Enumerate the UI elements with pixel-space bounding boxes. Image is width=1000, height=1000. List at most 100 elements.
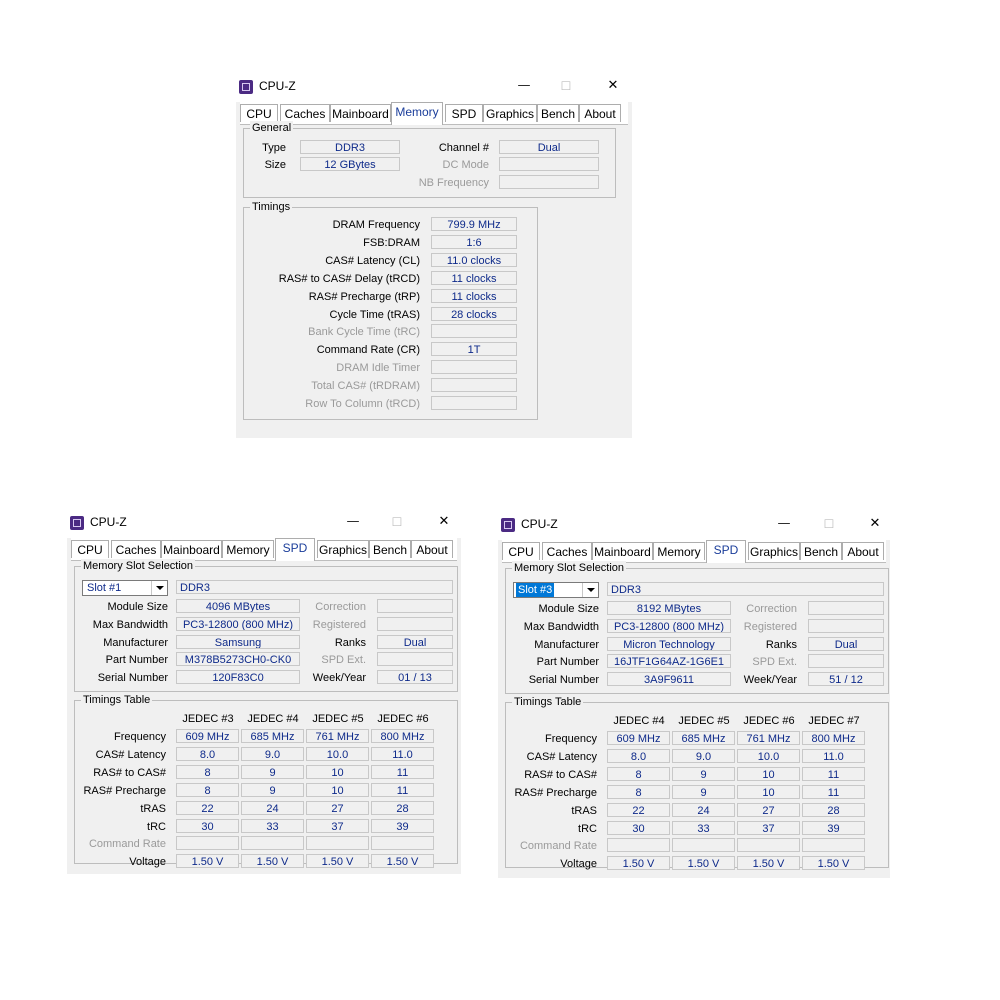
manufacturer-label: Manufacturer [103, 636, 168, 649]
window-title: CPU-Z [90, 515, 127, 529]
serial-number-value: 3A9F9611 [607, 672, 731, 687]
timing-value: 28 clocks [431, 306, 517, 321]
timing-value: 11 clocks [431, 270, 517, 285]
timing-cell: 30 [176, 818, 239, 833]
module-size-value: 8192 MBytes [607, 601, 731, 615]
group-title: Timings [250, 200, 293, 214]
tab-graphics[interactable]: Graphics [748, 542, 800, 560]
tab-cpu[interactable]: CPU [240, 104, 278, 122]
timing-cell: 609 MHz [176, 729, 239, 743]
timing-cell: 11.0 [371, 746, 434, 761]
timing-row-label: Voltage [129, 856, 166, 869]
minimize-icon[interactable]: — [517, 78, 531, 93]
nb-frequency-label: NB Frequency [418, 177, 489, 189]
timing-row-label: Frequency [114, 731, 166, 743]
serial-number-value: 120F83C0 [176, 670, 300, 685]
max-bandwidth-label: Max Bandwidth [523, 620, 599, 633]
timing-cell: 10 [737, 766, 800, 781]
timing-cell: 28 [371, 800, 434, 815]
tab-about[interactable]: About [842, 542, 884, 560]
timing-cell: 9 [672, 766, 735, 781]
tab-caches[interactable]: Caches [280, 104, 330, 122]
column-header: JEDEC #5 [678, 715, 730, 727]
tab-caches[interactable]: Caches [111, 540, 161, 558]
timing-value [431, 360, 517, 375]
tab-mainboard[interactable]: Mainboard [161, 540, 222, 558]
column-header: JEDEC #4 [247, 713, 299, 725]
week-year-label: Week/Year [743, 674, 797, 687]
timing-value: 799.9 MHz [431, 217, 517, 231]
slot-select[interactable]: Slot #3 [513, 582, 599, 598]
timing-label: RAS# to CAS# Delay (tRCD) [278, 272, 420, 285]
tab-memory[interactable]: Memory [391, 102, 443, 125]
minimize-icon[interactable]: — [346, 514, 360, 529]
window-title: CPU-Z [521, 517, 558, 531]
slot-type-value: DDR3 [607, 582, 884, 596]
correction-label: Correction [746, 603, 797, 615]
chevron-down-icon[interactable] [151, 581, 167, 595]
group-title: Memory Slot Selection [81, 559, 196, 573]
maximize-icon[interactable]: ☐ [823, 517, 835, 531]
slot-select[interactable]: Slot #1 [82, 580, 168, 596]
timing-cell: 1.50 V [306, 854, 369, 869]
title-bar[interactable]: CPU-Z — ☐ ✕ [67, 508, 461, 538]
tab-graphics[interactable]: Graphics [483, 104, 537, 122]
tab-memory[interactable]: Memory [222, 540, 274, 558]
manufacturer-value: Micron Technology [607, 636, 731, 651]
tab-cpu[interactable]: CPU [71, 540, 109, 558]
timing-cell: 9 [672, 784, 735, 799]
timing-cell: 1.50 V [737, 856, 800, 871]
tab-graphics[interactable]: Graphics [317, 540, 369, 558]
tab-spd[interactable]: SPD [706, 540, 746, 563]
maximize-icon[interactable]: ☐ [560, 79, 572, 93]
timing-value: 1:6 [431, 234, 517, 249]
channel-label: Channel # [438, 142, 489, 154]
tab-spd[interactable]: SPD [445, 104, 483, 122]
timing-cell: 39 [802, 820, 865, 835]
close-icon[interactable]: ✕ [607, 78, 619, 93]
column-header: JEDEC #7 [808, 715, 860, 727]
minimize-icon[interactable]: — [777, 516, 791, 531]
tab-about[interactable]: About [579, 104, 621, 122]
dc-mode-value [499, 157, 599, 171]
timing-cell: 1.50 V [607, 856, 670, 871]
timing-cell: 27 [737, 802, 800, 817]
timing-cell: 685 MHz [672, 731, 735, 745]
tab-memory[interactable]: Memory [653, 542, 705, 560]
timing-label: Bank Cycle Time (tRC) [308, 326, 420, 339]
cpuz-spd-window-slot1: CPU-Z — ☐ ✕ CPU Caches Mainboard Memory … [67, 508, 461, 874]
maximize-icon[interactable]: ☐ [391, 515, 403, 529]
manufacturer-label: Manufacturer [534, 638, 599, 651]
slot-select-value: Slot #1 [87, 582, 122, 594]
tab-mainboard[interactable]: Mainboard [330, 104, 391, 122]
tab-mainboard[interactable]: Mainboard [592, 542, 653, 560]
timing-cell: 11 [371, 782, 434, 797]
close-icon[interactable]: ✕ [869, 516, 881, 531]
chevron-down-icon[interactable] [582, 583, 598, 597]
tab-spd[interactable]: SPD [275, 538, 315, 561]
close-icon[interactable]: ✕ [438, 514, 450, 529]
tab-cpu[interactable]: CPU [502, 542, 540, 560]
cpuz-memory-window: CPU-Z — ☐ ✕ CPU Caches Mainboard Memory … [236, 72, 632, 438]
general-group: General Type DDR3 Size 12 GBytes Channel… [243, 121, 616, 198]
registered-label: Registered [743, 620, 797, 633]
timing-label: DRAM Idle Timer [336, 362, 420, 375]
serial-number-label: Serial Number [97, 672, 168, 685]
size-label: Size [264, 159, 286, 171]
title-bar[interactable]: CPU-Z — ☐ ✕ [236, 72, 632, 102]
timing-cell: 22 [176, 800, 239, 815]
tab-bench[interactable]: Bench [537, 104, 579, 122]
tab-about[interactable]: About [411, 540, 453, 558]
max-bandwidth-label: Max Bandwidth [92, 618, 168, 631]
tab-caches[interactable]: Caches [542, 542, 592, 560]
timing-label: Command Rate (CR) [316, 344, 420, 357]
tab-bench[interactable]: Bench [800, 542, 842, 560]
group-title: Timings Table [512, 695, 584, 709]
tab-bench[interactable]: Bench [369, 540, 411, 558]
timing-cell: 39 [371, 818, 434, 833]
timing-cell: 33 [672, 820, 735, 835]
cpuz-app-icon [501, 518, 515, 532]
timings-table-group: Timings Table JEDEC #4 JEDEC #5 JEDEC #6 JE… [505, 695, 889, 871]
timings-group: Timings DRAM Frequency 799.9 MHz FSB:DRAM 1… [243, 200, 538, 420]
title-bar[interactable]: CPU-Z — ☐ ✕ [498, 510, 890, 540]
